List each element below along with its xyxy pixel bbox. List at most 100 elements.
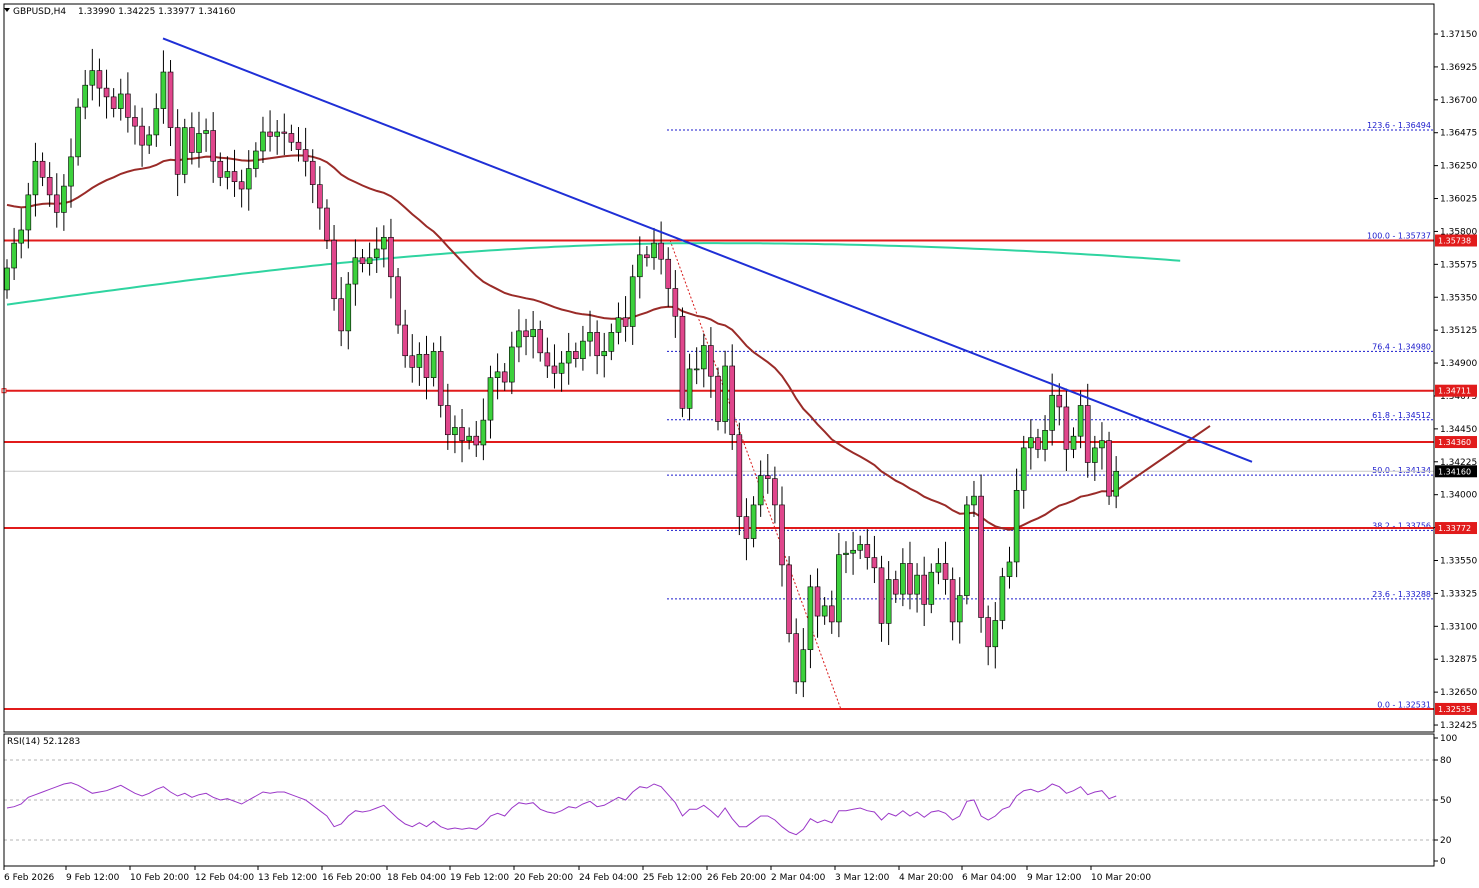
bull-candle (821, 605, 828, 617)
bull-candle (757, 475, 764, 506)
bull-candle (928, 571, 935, 605)
level-price-tag: 1.34711 (1438, 387, 1471, 396)
price-tags: 1.35738 1.34711 1.34360 1.33772 1.32535 1.341… (1435, 234, 1477, 715)
bull-candle (636, 254, 643, 278)
price-tick-label: 1.35350 (1440, 293, 1477, 303)
price-tick-label: 1.34450 (1440, 425, 1477, 435)
time-tick-label: 6 Feb 2026 (4, 873, 55, 883)
bull-candle (565, 351, 572, 364)
bear-candle (281, 131, 288, 134)
bear-candle (921, 574, 927, 605)
bear-candle (302, 149, 309, 162)
bear-candle (288, 133, 295, 143)
bull-candle (651, 242, 657, 259)
bull-candle (971, 495, 977, 506)
fib-level-label: 38.2 - 1.33756 (1372, 521, 1431, 530)
bear-candle (103, 87, 110, 98)
price-tick-label: 1.36475 (1440, 129, 1477, 139)
bull-candle (686, 368, 693, 409)
time-axis: 6 Feb 2026 9 Feb 12:00 10 Feb 20:00 12 Feb … (3, 866, 1151, 883)
bear-candle (423, 353, 430, 378)
bull-candle (416, 353, 423, 368)
bear-candle (238, 181, 245, 190)
bear-candle (907, 563, 913, 595)
bull-candle (857, 544, 864, 551)
bull-candle (452, 427, 458, 436)
bear-candle (572, 351, 579, 359)
bear-candle (231, 171, 238, 183)
bear-candle (39, 160, 46, 178)
bull-candle (153, 108, 160, 136)
bull-candle (1099, 440, 1105, 449)
price-tick-label: 1.32650 (1440, 688, 1477, 698)
bull-candle (509, 346, 515, 383)
bear-candle (110, 96, 117, 109)
bull-candle (700, 345, 707, 370)
bull-candle (722, 365, 728, 422)
bull-candle (1092, 447, 1098, 463)
time-tick-label: 12 Feb 04:00 (195, 873, 254, 883)
bear-candle (672, 288, 679, 317)
level-price-tag: 1.33772 (1438, 524, 1471, 533)
bull-candle (75, 106, 81, 158)
bull-candle (693, 368, 700, 371)
bear-candle (892, 579, 899, 595)
level-price-tag-box (1435, 702, 1477, 715)
bull-candle (68, 156, 74, 187)
price-tick-label: 1.32425 (1440, 721, 1477, 731)
bear-candle (871, 557, 878, 569)
bear-candle (139, 125, 145, 146)
collapse-triangle-icon[interactable] (4, 8, 10, 12)
price-tick-label: 1.32875 (1440, 655, 1477, 665)
candlesticks (4, 48, 1119, 698)
price-tick-label: 1.36025 (1440, 195, 1477, 205)
bear-candle (942, 563, 949, 580)
bull-candle (843, 552, 849, 555)
ma-fast-line (6, 154, 1211, 531)
bear-candle (729, 365, 736, 436)
bull-candle (836, 554, 842, 623)
rsi-tick-label: 50 (1440, 796, 1452, 806)
bear-candle (708, 345, 714, 377)
time-tick-label: 9 Mar 12:00 (1027, 873, 1082, 883)
rsi-tick-label: 100 (1440, 734, 1457, 744)
bear-candle (331, 239, 337, 300)
ma-slow-line (6, 242, 1181, 306)
bull-candle (89, 70, 96, 86)
time-tick-label: 2 Mar 04:00 (771, 873, 826, 883)
time-tick-label: 26 Feb 20:00 (707, 873, 766, 883)
level-price-tag-box (1435, 384, 1477, 397)
rsi-line (6, 782, 1117, 836)
bear-candle (665, 258, 672, 289)
price-tick-label: 1.37150 (1440, 30, 1477, 40)
bull-candle (181, 127, 188, 175)
bear-candle (622, 317, 629, 327)
fib-level-label: 50.0 - 1.34134 (1372, 466, 1431, 475)
price-tick-label: 1.36925 (1440, 63, 1477, 73)
fib-level-label: 23.6 - 1.33288 (1372, 590, 1431, 599)
bear-candle (189, 127, 195, 153)
bull-candle (146, 134, 152, 146)
bear-candle (402, 324, 408, 357)
bull-candle (580, 340, 586, 359)
bear-candle (551, 365, 558, 374)
level-price-tag: 1.34360 (1438, 438, 1471, 447)
time-tick-label: 10 Mar 20:00 (1091, 873, 1151, 883)
bull-candle (274, 131, 280, 137)
bull-candle (117, 93, 124, 109)
bull-candle (608, 332, 615, 352)
price-tick-label: 1.34225 (1440, 458, 1477, 468)
bull-candle (885, 579, 892, 624)
bull-candle (1049, 394, 1055, 431)
price-tick-label: 1.33325 (1440, 589, 1477, 599)
bull-candle (32, 160, 39, 196)
bull-candle (494, 371, 501, 378)
bear-candle (1035, 437, 1041, 450)
price-tick-label: 1.34900 (1440, 359, 1477, 369)
rsi-tick-label: 20 (1440, 836, 1452, 846)
bear-candle (736, 434, 743, 517)
bull-candle (260, 131, 266, 152)
bull-candle (1042, 430, 1048, 450)
trendlines (162, 37, 1253, 463)
time-tick-label: 13 Feb 12:00 (258, 873, 317, 883)
